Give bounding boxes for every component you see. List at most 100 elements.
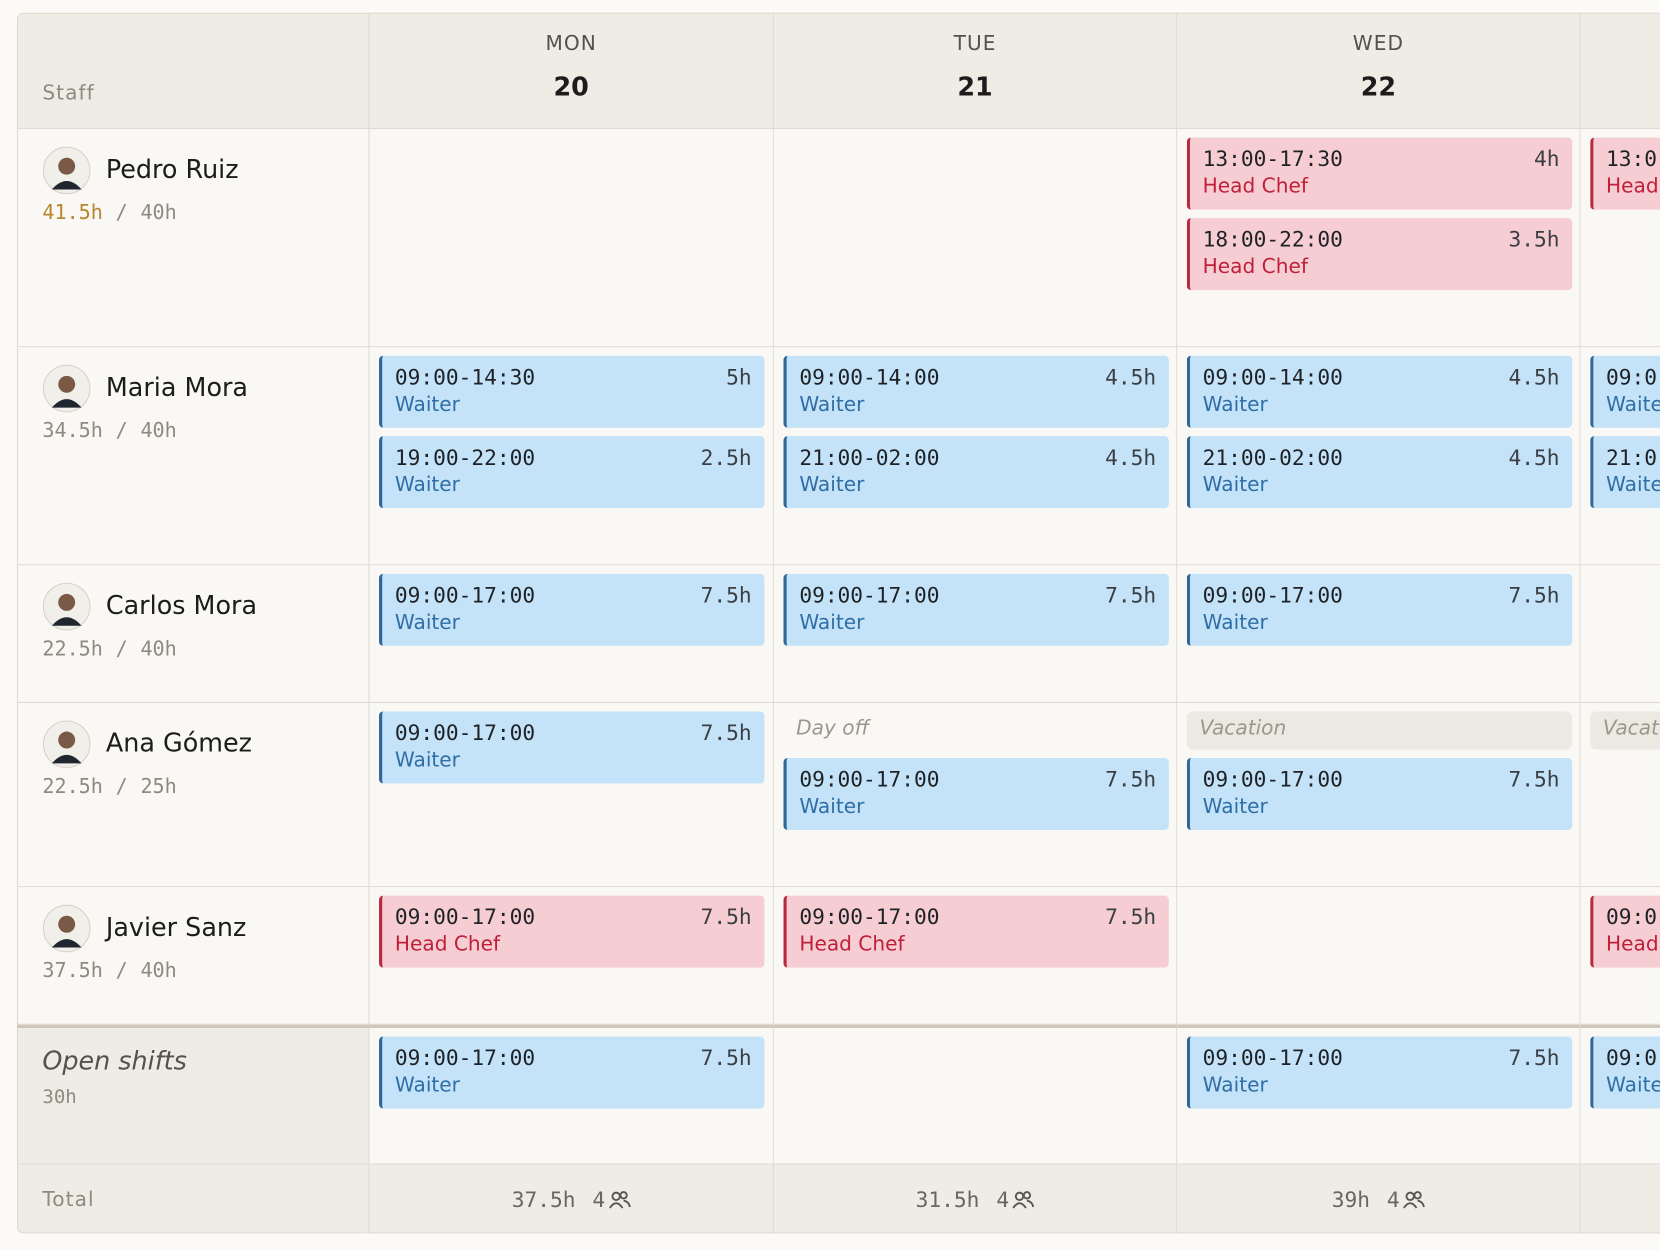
staff-name[interactable]: Carlos Mora bbox=[105, 590, 258, 621]
shift-card[interactable]: 09:0 Head bbox=[1590, 895, 1660, 968]
shift-time: 09:00-17:00 bbox=[1202, 582, 1343, 608]
shift-card[interactable]: 21:0 Waite bbox=[1590, 436, 1660, 509]
day-cell: 13:0 Head bbox=[1580, 129, 1660, 348]
shift-card[interactable]: 21:00-02:00 4.5h Waiter bbox=[783, 436, 1169, 509]
staff-hours: 22.5h / 40h bbox=[42, 637, 176, 660]
shift-duration: 4.5h bbox=[1105, 444, 1157, 471]
day-cell bbox=[773, 1024, 1178, 1165]
shift-card[interactable]: 09:00-14:00 4.5h Waiter bbox=[1186, 355, 1573, 428]
shift-time: 09:00-17:00 bbox=[1202, 766, 1343, 792]
shift-time: 09:0 bbox=[1606, 364, 1658, 390]
shift-time: 19:00-22:00 bbox=[394, 444, 536, 471]
staff-cell: Carlos Mora 22.5h / 40h bbox=[16, 565, 370, 703]
day-header bbox=[1580, 12, 1660, 130]
shift-role: Waiter bbox=[799, 392, 865, 417]
shift-role: Waiter bbox=[394, 473, 460, 497]
open-shifts-hours: 30h bbox=[42, 1086, 77, 1109]
shift-duration: 4.5h bbox=[1508, 444, 1560, 471]
total-hours: 31.5h bbox=[915, 1186, 980, 1213]
day-cell: 09:00-17:00 7.5h Waiter bbox=[773, 565, 1178, 703]
shift-card[interactable]: 09:00-17:00 7.5h Waiter bbox=[783, 758, 1169, 831]
hours-worked: 34.5h bbox=[42, 419, 103, 443]
staff-name[interactable]: Ana Gómez bbox=[105, 728, 252, 759]
shift-card[interactable]: 13:0 Head bbox=[1590, 137, 1660, 210]
hours-separator: / bbox=[115, 637, 128, 661]
hours-target: 25h bbox=[140, 774, 177, 799]
hours-target: 40h bbox=[140, 419, 177, 443]
shift-card[interactable]: 21:00-02:00 4.5h Waiter bbox=[1186, 436, 1573, 509]
shift-time: 09:00-17:00 bbox=[394, 904, 536, 930]
shift-card[interactable]: 09:00-17:00 7.5h Waiter bbox=[379, 1036, 765, 1109]
shift-card[interactable]: 09:00-17:00 7.5h Waiter bbox=[379, 711, 765, 784]
shift-card[interactable]: 19:00-22:00 2.5h Waiter bbox=[379, 436, 765, 509]
shift-time: 13:00-17:30 bbox=[1202, 146, 1343, 172]
shift-time: 09:00-17:00 bbox=[394, 719, 536, 746]
shift-card[interactable]: 09:00-17:00 7.5h Head Chef bbox=[783, 895, 1169, 968]
day-cell bbox=[369, 129, 774, 348]
hours-target: 40h bbox=[140, 959, 177, 983]
shift-card[interactable]: 09:00-14:00 4.5h Waiter bbox=[783, 355, 1169, 428]
day-cell bbox=[1177, 887, 1581, 1025]
shift-card[interactable]: 18:00-22:00 3.5h Head Chef bbox=[1186, 218, 1573, 291]
avatar bbox=[42, 364, 91, 413]
staff-name[interactable]: Maria Mora bbox=[105, 372, 249, 403]
people-icon bbox=[1012, 1191, 1035, 1209]
hours-worked: 22.5h bbox=[42, 774, 103, 799]
avatar bbox=[42, 904, 91, 953]
shift-card[interactable]: 09:00-17:00 7.5h Waiter bbox=[379, 573, 765, 646]
header-staff-cell: Staff bbox=[16, 12, 370, 130]
date: 20 bbox=[553, 71, 589, 102]
weekday: MON bbox=[545, 31, 597, 56]
hours-worked: 22.5h bbox=[42, 637, 103, 661]
shift-role: Waiter bbox=[1202, 392, 1268, 417]
shift-duration: 7.5h bbox=[700, 719, 752, 746]
day-cell: 09:00-17:00 7.5h Waiter bbox=[1177, 1024, 1581, 1165]
day-header: WED 22 bbox=[1177, 12, 1581, 130]
shift-duration: 7.5h bbox=[1508, 766, 1560, 792]
day-cell: 09:00-17:00 7.5h Waiter bbox=[369, 565, 774, 703]
shift-card[interactable]: 09:00-17:00 7.5h Head Chef bbox=[379, 895, 765, 968]
total-people: 4 bbox=[592, 1186, 606, 1213]
shift-duration: 2.5h bbox=[700, 444, 752, 471]
shift-duration: 3.5h bbox=[1508, 226, 1560, 252]
shift-card[interactable]: 09:0 Waite bbox=[1590, 355, 1660, 428]
shift-duration: 7.5h bbox=[1105, 766, 1157, 792]
shift-time: 18:00-22:00 bbox=[1202, 226, 1343, 252]
shift-card[interactable]: 09:00-14:30 5h Waiter bbox=[379, 355, 765, 428]
shift-role: Waiter bbox=[1202, 1073, 1268, 1097]
shift-card[interactable]: 09:00-17:00 7.5h Waiter bbox=[1186, 1036, 1573, 1109]
weekday: TUE bbox=[953, 31, 997, 56]
day-cell: Vacati bbox=[1580, 702, 1660, 888]
shift-card[interactable]: 09:0 Waite bbox=[1590, 1036, 1660, 1109]
staff-cell: Ana Gómez 22.5h / 25h bbox=[16, 702, 370, 888]
shift-duration: 7.5h bbox=[700, 904, 752, 930]
shift-duration: 7.5h bbox=[1508, 1044, 1560, 1071]
people-icon bbox=[608, 1191, 631, 1209]
shift-role: Head Chef bbox=[799, 932, 905, 957]
shift-role: Waiter bbox=[1202, 473, 1268, 497]
open-shifts-label: Open shifts bbox=[42, 1045, 187, 1076]
shift-card[interactable]: 09:00-17:00 7.5h Waiter bbox=[1186, 573, 1573, 646]
hours-separator: / bbox=[115, 959, 128, 983]
avatar bbox=[42, 146, 91, 195]
staff-cell: Pedro Ruiz 41.5h / 40h bbox=[16, 129, 370, 348]
avatar bbox=[42, 582, 91, 631]
shift-duration: 7.5h bbox=[1105, 582, 1157, 608]
day-cell: 09:00-14:00 4.5h Waiter 21:00-02:00 4.5h Wait… bbox=[773, 347, 1178, 566]
shift-card[interactable]: 09:00-17:00 7.5h Waiter bbox=[1186, 758, 1573, 831]
shift-time: 09:00-14:00 bbox=[799, 364, 940, 390]
shift-time: 09:0 bbox=[1606, 904, 1658, 930]
shift-duration: 7.5h bbox=[1105, 904, 1157, 930]
shift-card[interactable]: 09:00-17:00 7.5h Waiter bbox=[783, 573, 1169, 646]
shift-time: 09:00-17:00 bbox=[799, 904, 940, 930]
staff-hours: 22.5h / 25h bbox=[42, 775, 176, 798]
avatar bbox=[42, 720, 91, 769]
shift-role: Waite bbox=[1606, 1073, 1660, 1097]
day-cell: 09:0 Waite bbox=[1580, 1024, 1660, 1165]
day-header: MON 20 bbox=[369, 12, 774, 130]
open-shifts-cell: Open shifts 30h bbox=[16, 1024, 370, 1165]
staff-name[interactable]: Javier Sanz bbox=[105, 912, 247, 943]
staff-name[interactable]: Pedro Ruiz bbox=[105, 154, 239, 185]
shift-card[interactable]: 13:00-17:30 4h Head Chef bbox=[1186, 137, 1573, 210]
